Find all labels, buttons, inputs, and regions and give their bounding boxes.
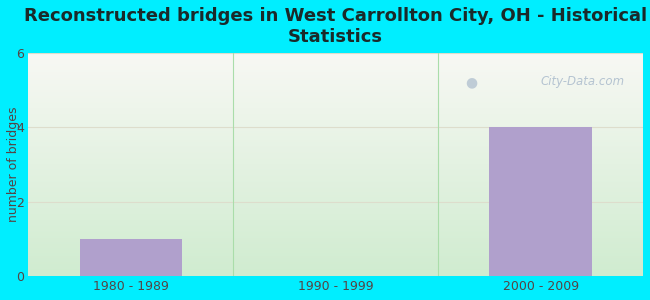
Y-axis label: number of bridges: number of bridges: [7, 106, 20, 222]
Text: ●: ●: [465, 75, 477, 89]
Bar: [79, 239, 182, 276]
Title: Reconstructed bridges in West Carrollton City, OH - Historical
Statistics: Reconstructed bridges in West Carrollton…: [24, 7, 647, 46]
Bar: [489, 127, 592, 276]
Text: City-Data.com: City-Data.com: [541, 75, 625, 88]
